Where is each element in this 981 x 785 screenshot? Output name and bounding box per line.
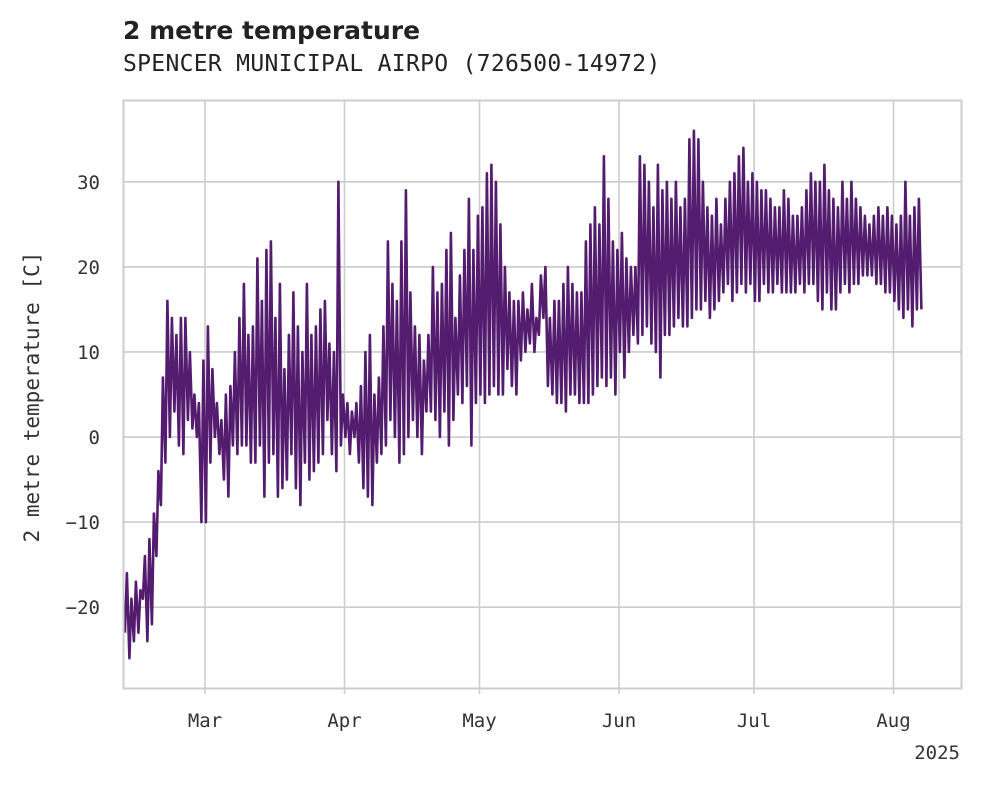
y-tick-label: 20 (77, 257, 100, 279)
x-tick-label: Aug (876, 710, 910, 732)
x-tick-label: Mar (188, 710, 222, 732)
x-tick-label: May (462, 710, 496, 732)
y-tick-label: −10 (66, 512, 100, 534)
y-axis-label: 2 metre temperature [C] (20, 252, 44, 543)
x-axis: Mar Apr May Jun Jul Aug (188, 688, 911, 732)
chart-subtitle: SPENCER MUNICIPAL AIRPO (726500-14972) (123, 51, 661, 77)
plot-frame (122, 99, 963, 690)
y-tick-label: 30 (77, 172, 100, 194)
y-tick-label: 10 (77, 342, 100, 364)
y-tick-label: −20 (66, 597, 100, 619)
series-layer (123, 129, 923, 660)
chart-title: 2 metre temperature (123, 16, 421, 45)
x-axis-year-label: 2025 (914, 742, 960, 764)
temperature-series-line (123, 129, 923, 660)
y-tick-label: 0 (89, 427, 100, 449)
x-tick-label: Apr (327, 710, 361, 732)
y-axis: −20 −10 0 10 20 30 (66, 172, 100, 619)
x-tick-label: Jul (737, 710, 771, 732)
x-tick-label: Jun (602, 710, 636, 732)
